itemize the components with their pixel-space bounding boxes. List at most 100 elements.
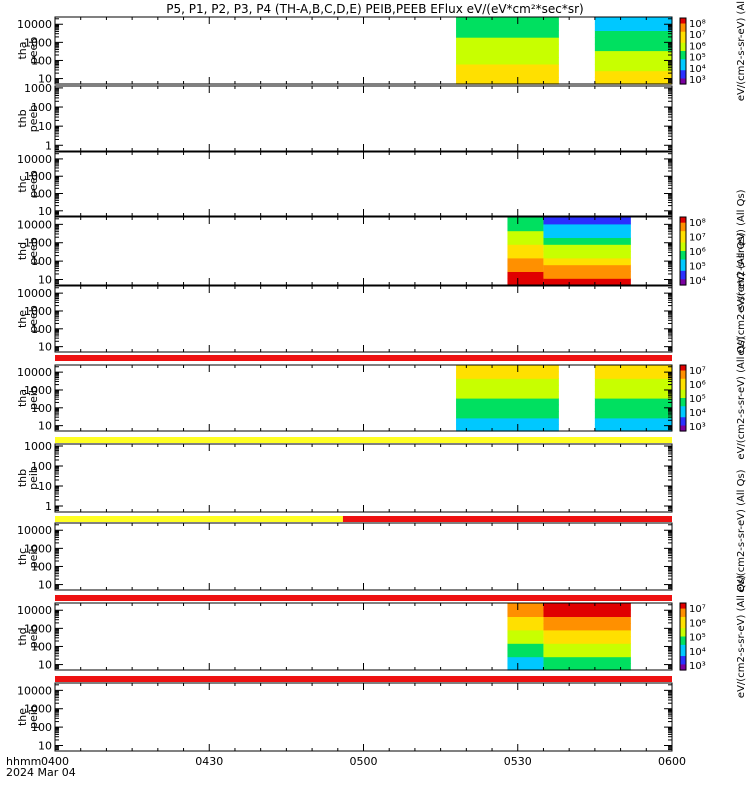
colorbar-tick-label: 10⁷ <box>689 233 706 244</box>
spectrogram-band <box>594 371 672 379</box>
quality-flag-bar <box>55 437 672 443</box>
colorbar-cell <box>680 644 686 649</box>
colorbar-cell <box>680 236 686 241</box>
colorbar-cell <box>680 376 686 380</box>
colorbar-cell <box>680 29 686 33</box>
x-tick-label: 0530 <box>504 755 532 768</box>
colorbar-tick-label: 10³ <box>689 75 706 86</box>
colorbar-cell <box>680 608 686 612</box>
y-tick-label: 1000 <box>24 703 52 716</box>
spectrogram-band <box>594 70 672 78</box>
colorbar-cell <box>680 409 686 413</box>
colorbar-cell <box>680 37 686 41</box>
y-tick-label: 1000 <box>24 170 52 183</box>
colorbar-cell <box>680 31 686 36</box>
spectrogram-band <box>507 271 544 279</box>
y-tick-label: 1000 <box>24 622 52 635</box>
colorbar-cell <box>680 40 686 44</box>
panel-frame <box>54 682 673 752</box>
colorbar-cell <box>680 384 686 388</box>
spectrogram-band <box>543 217 631 225</box>
spectrogram-band <box>594 424 672 432</box>
colorbar-cell <box>680 628 686 632</box>
colorbar-cell <box>680 231 686 235</box>
spectrogram-band <box>507 257 544 266</box>
colorbar-cell <box>680 276 686 280</box>
panel-label: thc <box>16 175 29 192</box>
spectrogram-band <box>507 278 544 286</box>
spectrogram-band <box>507 649 544 658</box>
panel-label: thd <box>16 242 29 260</box>
colorbar-cell <box>680 605 686 610</box>
colorbar-tick-label: 10³ <box>689 422 706 433</box>
spectrogram-band <box>594 50 672 58</box>
colorbar-cell <box>680 222 686 227</box>
spectrogram-band <box>594 411 672 419</box>
colorbar-cell <box>680 270 686 275</box>
colorbar-tick-label: 10⁷ <box>689 604 706 615</box>
spectrogram-band <box>456 77 559 85</box>
y-tick-label: 100 <box>31 721 52 734</box>
y-tick-label: 10000 <box>17 287 52 300</box>
colorbar-cell <box>680 242 686 246</box>
colorbar-cell <box>680 395 686 399</box>
colorbar-cell <box>680 611 686 615</box>
y-tick-label: 100 <box>31 560 52 573</box>
spectrogram-band <box>456 424 559 432</box>
spectrogram-band <box>456 57 559 65</box>
colorbar-cell <box>680 73 686 77</box>
y-tick-label: 10000 <box>17 153 52 166</box>
y-tick-label: 100 <box>31 54 52 67</box>
colorbar-cell <box>680 239 686 244</box>
spectrogram-band <box>594 43 672 52</box>
spectrogram-band <box>594 30 672 38</box>
spectrogram-band <box>543 629 631 638</box>
colorbar-cell <box>680 603 686 607</box>
colorbar-frame <box>679 17 687 85</box>
spectrogram-band <box>543 656 631 664</box>
y-tick-label: 10 <box>38 120 52 133</box>
spectrogram-band <box>594 384 672 392</box>
colorbar-cell <box>680 18 686 22</box>
y-tick-label: 10 <box>38 341 52 354</box>
spectrogram-band <box>543 257 631 266</box>
date-label: 2024 Mar 04 <box>6 766 76 779</box>
colorbar-cell <box>680 256 686 261</box>
y-tick-label: 100 <box>31 402 52 415</box>
colorbar-cell <box>680 428 686 432</box>
quality-flag-bar <box>55 355 672 361</box>
colorbar-cell <box>680 56 686 60</box>
colorbar-tick-label: 10⁵ <box>689 53 706 64</box>
spectrogram-band <box>594 23 672 31</box>
colorbar-cell <box>680 228 686 232</box>
spectrogram-band <box>507 629 544 638</box>
y-tick-label: 10000 <box>17 366 52 379</box>
spectrogram-band <box>543 649 631 658</box>
colorbar-cell <box>680 411 686 416</box>
y-tick-label: 100 <box>31 101 52 114</box>
colorbar-unit-label: eV/(cm2-s-sr-eV) (All Qs) <box>736 189 747 312</box>
panel-label: peeb <box>27 37 40 65</box>
spectrogram-band <box>507 217 544 225</box>
y-tick-label: 1000 <box>24 384 52 397</box>
spectrogram-band <box>456 37 559 45</box>
colorbar-tick-label: 10⁴ <box>689 647 706 658</box>
colorbar-cell <box>680 51 686 55</box>
colorbar-tick-label: 10⁵ <box>689 633 706 644</box>
spectrogram-band <box>543 230 631 238</box>
spectrogram-band <box>507 656 544 664</box>
spectrogram-band <box>507 264 544 272</box>
colorbar-unit-label: eV/(cm2-s-sr-eV) (Al <box>736 1 747 101</box>
colorbar-cell <box>680 26 686 30</box>
panel-frame <box>54 85 673 152</box>
spectrogram-band <box>543 244 631 252</box>
spectrogram-band <box>543 237 631 245</box>
spectrogram-band <box>543 251 631 259</box>
y-tick-label: 1000 <box>24 237 52 250</box>
colorbar-cell <box>680 48 686 52</box>
y-tick-label: 100 <box>31 640 52 653</box>
colorbar-tick-label: 10⁷ <box>689 366 706 377</box>
colorbar-cell <box>680 616 686 621</box>
spectrogram-band <box>456 371 559 379</box>
